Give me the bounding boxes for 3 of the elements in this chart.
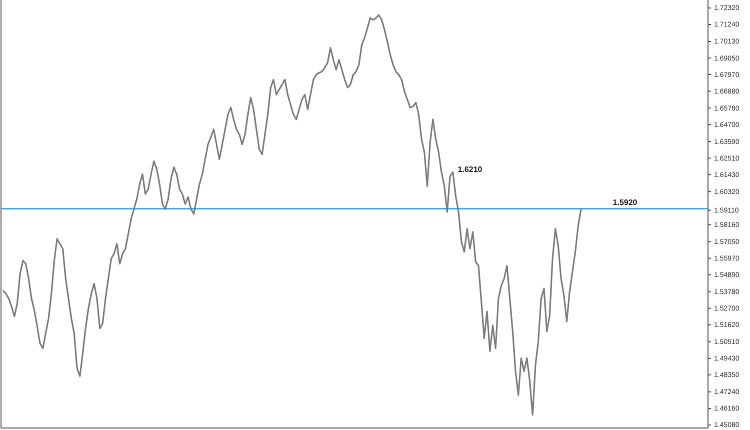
annotation: 1.6210 bbox=[458, 165, 483, 174]
line-series bbox=[2, 14, 582, 416]
ref-line-label: 1.5920 bbox=[612, 198, 638, 207]
